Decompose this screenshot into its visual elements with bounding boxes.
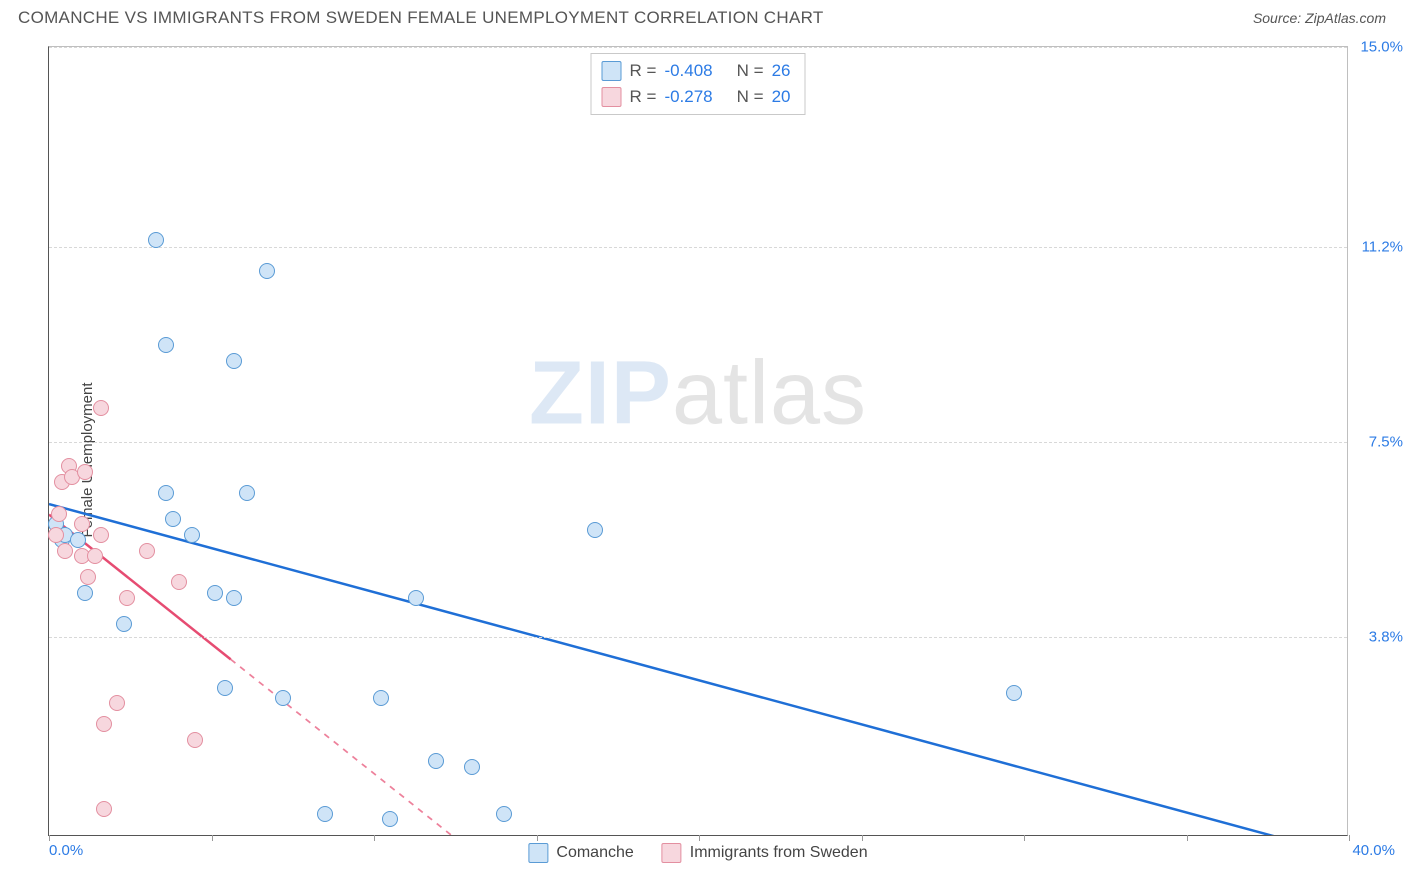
stats-row-comanche: R = -0.408 N = 26 bbox=[602, 58, 791, 84]
scatter-point bbox=[408, 590, 424, 606]
scatter-point bbox=[96, 801, 112, 817]
scatter-point bbox=[207, 585, 223, 601]
scatter-point bbox=[226, 590, 242, 606]
swatch-sweden bbox=[602, 87, 622, 107]
scatter-point bbox=[74, 516, 90, 532]
scatter-point bbox=[275, 690, 291, 706]
y-tick-label: 11.2% bbox=[1362, 239, 1403, 256]
legend-swatch-comanche bbox=[528, 843, 548, 863]
x-tick bbox=[49, 835, 50, 841]
stats-legend: R = -0.408 N = 26 R = -0.278 N = 20 bbox=[591, 53, 806, 115]
x-axis-min-label: 0.0% bbox=[49, 842, 83, 859]
scatter-point bbox=[77, 464, 93, 480]
scatter-point bbox=[93, 400, 109, 416]
scatter-point bbox=[158, 337, 174, 353]
scatter-point bbox=[96, 716, 112, 732]
x-tick bbox=[699, 835, 700, 841]
scatter-point bbox=[464, 759, 480, 775]
scatter-point bbox=[148, 232, 164, 248]
scatter-point bbox=[587, 522, 603, 538]
watermark-atlas: atlas bbox=[672, 343, 867, 443]
watermark-zip: ZIP bbox=[529, 343, 672, 443]
gridline bbox=[49, 47, 1347, 48]
x-tick bbox=[212, 835, 213, 841]
scatter-point bbox=[87, 548, 103, 564]
scatter-point bbox=[217, 680, 233, 696]
source-attribution: Source: ZipAtlas.com bbox=[1253, 10, 1386, 26]
stats-comanche-N: 26 bbox=[772, 58, 791, 84]
chart-container: Female Unemployment ZIPatlas R = -0.408 … bbox=[0, 32, 1406, 888]
scatter-point bbox=[119, 590, 135, 606]
chart-title: COMANCHE VS IMMIGRANTS FROM SWEDEN FEMAL… bbox=[18, 8, 824, 28]
stats-N-label-2: N = bbox=[737, 84, 764, 110]
scatter-point bbox=[57, 543, 73, 559]
scatter-point bbox=[1006, 685, 1022, 701]
trend-lines-layer bbox=[49, 47, 1347, 835]
plot-area: ZIPatlas R = -0.408 N = 26 R = -0.278 N … bbox=[48, 46, 1348, 836]
scatter-point bbox=[70, 532, 86, 548]
stats-comanche-R: -0.408 bbox=[664, 58, 712, 84]
y-tick-label: 7.5% bbox=[1369, 434, 1403, 451]
scatter-point bbox=[80, 569, 96, 585]
scatter-point bbox=[109, 695, 125, 711]
scatter-point bbox=[93, 527, 109, 543]
scatter-point bbox=[165, 511, 181, 527]
scatter-point bbox=[171, 574, 187, 590]
scatter-point bbox=[317, 806, 333, 822]
scatter-point bbox=[259, 263, 275, 279]
chart-header: COMANCHE VS IMMIGRANTS FROM SWEDEN FEMAL… bbox=[0, 0, 1406, 32]
x-axis-max-label: 40.0% bbox=[1352, 842, 1395, 859]
legend-item-comanche: Comanche bbox=[528, 843, 633, 863]
watermark: ZIPatlas bbox=[529, 342, 867, 445]
gridline bbox=[49, 442, 1347, 443]
stats-R-label-2: R = bbox=[630, 84, 657, 110]
y-tick-label: 3.8% bbox=[1369, 628, 1403, 645]
scatter-point bbox=[48, 527, 64, 543]
swatch-comanche bbox=[602, 61, 622, 81]
scatter-point bbox=[116, 616, 132, 632]
legend-item-sweden: Immigrants from Sweden bbox=[662, 843, 868, 863]
x-tick bbox=[1187, 835, 1188, 841]
legend-label-comanche: Comanche bbox=[556, 844, 633, 862]
scatter-point bbox=[382, 811, 398, 827]
scatter-point bbox=[77, 585, 93, 601]
scatter-point bbox=[184, 527, 200, 543]
scatter-point bbox=[239, 485, 255, 501]
stats-row-sweden: R = -0.278 N = 20 bbox=[602, 84, 791, 110]
scatter-point bbox=[139, 543, 155, 559]
trend-line-dashed bbox=[231, 659, 471, 835]
scatter-point bbox=[226, 353, 242, 369]
scatter-point bbox=[496, 806, 512, 822]
scatter-point bbox=[158, 485, 174, 501]
scatter-point bbox=[373, 690, 389, 706]
gridline bbox=[49, 247, 1347, 248]
scatter-point bbox=[187, 732, 203, 748]
x-tick bbox=[537, 835, 538, 841]
y-tick-label: 15.0% bbox=[1360, 39, 1403, 56]
stats-sweden-N: 20 bbox=[772, 84, 791, 110]
legend-label-sweden: Immigrants from Sweden bbox=[690, 844, 868, 862]
legend-swatch-sweden bbox=[662, 843, 682, 863]
trend-line-solid bbox=[49, 504, 1347, 835]
series-legend: Comanche Immigrants from Sweden bbox=[528, 843, 867, 863]
stats-R-label: R = bbox=[630, 58, 657, 84]
scatter-point bbox=[428, 753, 444, 769]
x-tick bbox=[862, 835, 863, 841]
scatter-point bbox=[51, 506, 67, 522]
stats-sweden-R: -0.278 bbox=[664, 84, 712, 110]
x-tick bbox=[374, 835, 375, 841]
x-tick bbox=[1349, 835, 1350, 841]
stats-N-label: N = bbox=[737, 58, 764, 84]
x-tick bbox=[1024, 835, 1025, 841]
gridline bbox=[49, 637, 1347, 638]
